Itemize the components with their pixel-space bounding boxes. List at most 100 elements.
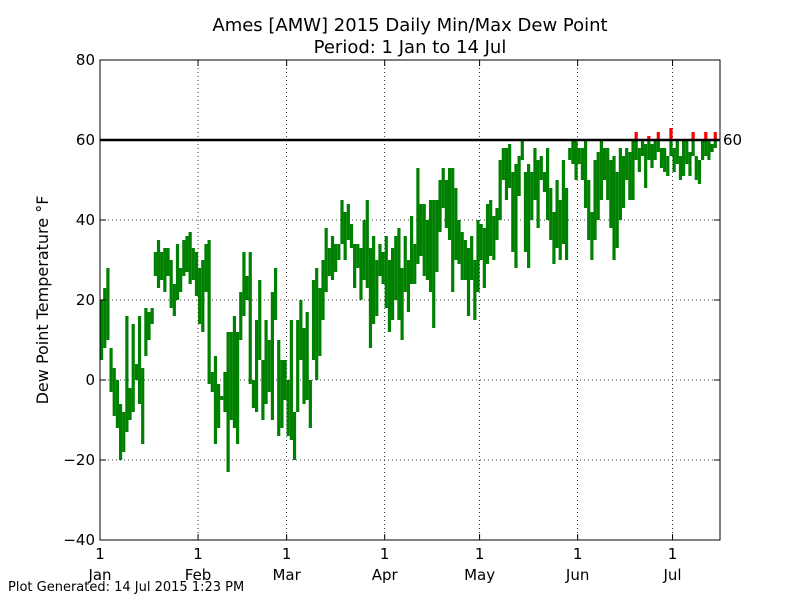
day-bar-below <box>425 220 429 280</box>
day-bar <box>536 160 540 228</box>
day-bar <box>286 380 290 436</box>
day-bar <box>694 156 698 180</box>
day-bar-below <box>672 148 676 172</box>
day-bar <box>403 236 407 292</box>
day-bar <box>163 248 167 292</box>
day-bar-below <box>479 224 483 260</box>
day-bar-below <box>125 316 129 432</box>
x-tick-month: Jun <box>565 566 589 584</box>
day-bar <box>242 252 246 316</box>
day-bar-below <box>258 280 262 360</box>
day-bar-below <box>685 140 689 164</box>
day-bar <box>229 332 233 420</box>
day-bar <box>251 380 256 408</box>
day-bar <box>701 140 705 160</box>
day-bar <box>675 140 679 164</box>
y-tick-label: −20 <box>63 451 95 469</box>
day-bar-below <box>267 340 271 392</box>
day-bar-below <box>476 220 480 292</box>
day-bar-below <box>508 144 512 188</box>
day-bar <box>678 156 683 180</box>
day-bar <box>340 200 344 244</box>
day-bar-below <box>292 412 297 460</box>
day-bar <box>248 252 252 384</box>
data-bars <box>99 128 717 472</box>
day-bar-below <box>454 188 458 260</box>
day-bar-above <box>704 132 708 140</box>
day-bar <box>432 200 436 328</box>
day-bar-below <box>188 232 192 284</box>
day-bar-below <box>106 268 110 340</box>
y-axis-label: Dew Point Temperature °F <box>33 196 52 405</box>
day-bar-below <box>587 180 591 240</box>
x-tick-day: 1 <box>282 545 292 563</box>
day-bar <box>378 244 382 276</box>
day-bar <box>406 260 411 312</box>
day-bar-below <box>432 200 436 328</box>
day-bar <box>191 248 195 280</box>
day-bar <box>302 328 306 404</box>
x-tick-day: 1 <box>668 545 678 563</box>
day-bar <box>391 248 395 320</box>
y-tick-label: 60 <box>76 131 95 149</box>
day-bar-below <box>498 160 502 220</box>
day-bar <box>362 220 366 280</box>
day-bar <box>394 236 398 300</box>
day-bar-below <box>618 148 622 220</box>
day-bar <box>580 148 584 180</box>
day-bar-below <box>283 360 287 400</box>
day-bar <box>201 260 205 332</box>
day-bar <box>523 172 528 252</box>
day-bar <box>223 372 227 412</box>
day-bar <box>511 172 515 252</box>
day-bar <box>697 160 702 184</box>
day-bar <box>454 188 458 260</box>
day-bar-below <box>248 252 252 384</box>
day-bar <box>277 340 281 436</box>
day-bar <box>640 140 645 156</box>
day-bar-below <box>447 168 452 240</box>
day-bar-below <box>239 292 243 340</box>
day-bar <box>542 172 547 192</box>
day-bar <box>321 260 325 320</box>
day-bar <box>106 268 110 340</box>
day-bar-below <box>612 156 616 260</box>
threshold-line-group: 60 <box>100 131 742 149</box>
day-bar <box>564 188 569 260</box>
day-bar-below <box>542 172 547 192</box>
day-bar <box>425 220 429 280</box>
day-bar-below <box>517 156 521 196</box>
day-bar-below <box>428 200 433 292</box>
day-bar-below <box>609 160 613 228</box>
day-bar-below <box>229 332 233 420</box>
day-bar-below <box>444 180 448 228</box>
day-bar-below <box>103 288 107 348</box>
day-bar-below <box>707 140 711 160</box>
day-bar <box>397 228 401 320</box>
day-bar-below <box>378 244 382 276</box>
day-bar <box>210 372 214 392</box>
x-tick-day: 1 <box>380 545 390 563</box>
day-bar <box>438 180 442 232</box>
y-tick-label: −40 <box>63 531 95 549</box>
day-bar <box>688 152 692 176</box>
day-bar-below <box>644 144 648 188</box>
day-bar <box>447 168 452 240</box>
day-bar-below <box>273 268 278 320</box>
day-bar <box>583 140 588 208</box>
day-bar <box>147 312 151 340</box>
day-bar <box>691 132 695 156</box>
day-bar <box>226 332 230 472</box>
day-bar-below <box>327 248 331 276</box>
day-bar <box>669 128 673 156</box>
day-bar <box>609 160 613 228</box>
day-bar <box>115 380 119 428</box>
day-bar-below <box>359 248 363 300</box>
day-bar <box>539 156 543 180</box>
day-bar <box>644 144 648 188</box>
day-bar <box>631 140 635 200</box>
day-bar-below <box>232 316 237 428</box>
day-bar <box>324 228 328 292</box>
day-bar <box>375 260 379 316</box>
day-bar <box>160 252 164 280</box>
